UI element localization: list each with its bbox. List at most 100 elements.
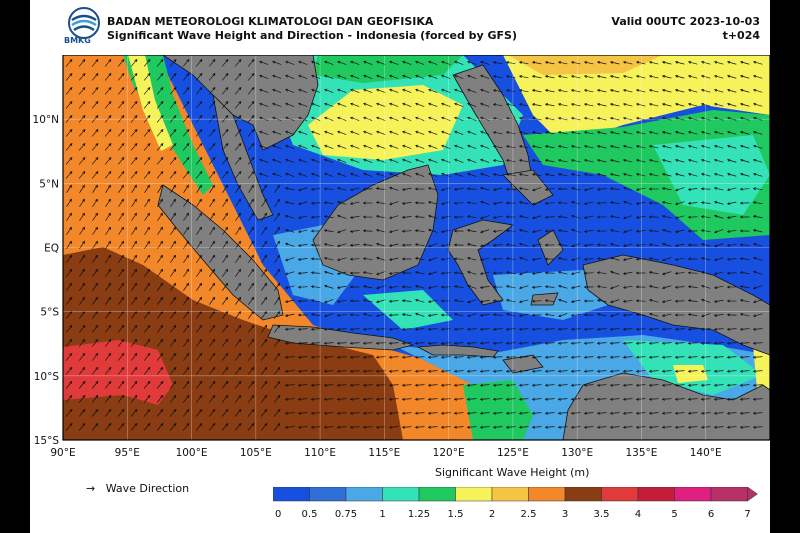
wave-arrow (544, 341, 555, 345)
wave-arrow (674, 425, 685, 429)
wave-arrow (78, 128, 86, 137)
wave-arrow (130, 352, 138, 361)
longitude-label: 130°E (561, 447, 593, 459)
wave-arrow (467, 88, 477, 93)
wave-arrow (609, 411, 620, 415)
wave-arrow (609, 242, 620, 247)
wave-arrow (297, 411, 308, 415)
wave-arrow (234, 128, 242, 137)
wave-arrow (544, 173, 555, 177)
wave-arrow (726, 369, 737, 373)
wave-arrow (336, 285, 347, 289)
wave-arrow (518, 411, 529, 415)
wave-arrow (156, 422, 164, 431)
wave-arrow (234, 142, 242, 151)
wave-arrow (336, 411, 347, 415)
wave-arrow (105, 240, 111, 249)
wave-arrow (274, 212, 280, 221)
wave-arrow (492, 173, 503, 177)
wave-arrow (557, 75, 568, 79)
wave-zone-green-scs (313, 55, 463, 83)
wave-arrow (274, 240, 280, 249)
wave-arrow (739, 60, 750, 65)
wave-arrow (388, 299, 399, 303)
wave-arrow (402, 88, 412, 93)
wave-arrow (505, 312, 516, 317)
wave-arrow (467, 144, 477, 149)
wave-arrow (713, 102, 724, 107)
wave-arrow (247, 100, 255, 109)
wave-arrow (752, 74, 763, 79)
colorbar: 0 0.5 0.75 1 1.25 1.5 2 2.5 3 3.5 4 5 6 7 (273, 487, 758, 520)
wave-arrow (91, 86, 99, 95)
wave-arrow (687, 299, 698, 303)
wave-arrow (157, 212, 163, 221)
wave-arrow (648, 243, 659, 247)
wave-arrow (479, 411, 490, 415)
wave-arrow (713, 397, 724, 401)
wave-arrow (428, 144, 438, 149)
wave-arrow (78, 366, 86, 375)
wave-arrow (713, 313, 724, 317)
wave-arrow (222, 324, 229, 333)
wave-arrow (492, 341, 503, 345)
wave-arrow (648, 187, 659, 191)
wave-arrow (105, 198, 111, 207)
wave-arrow (388, 257, 399, 261)
wave-arrow (221, 170, 229, 179)
wave-arrow (284, 397, 295, 401)
wave-arrow (583, 313, 594, 317)
wave-arrow (362, 285, 373, 289)
wave-arrow (635, 383, 646, 387)
wave-arrow (285, 130, 295, 135)
wave-arrow (144, 310, 151, 319)
wave-arrow (91, 128, 99, 137)
wave-arrow (466, 256, 477, 261)
product-title: Significant Wave Height and Direction - … (107, 29, 518, 42)
wave-arrow (648, 355, 659, 359)
wave-arrow (196, 184, 202, 193)
wave-arrow (713, 285, 724, 289)
valid-time: Valid 00UTC 2023-10-03 (611, 15, 760, 28)
wave-arrow (674, 215, 685, 220)
wave-arrow (375, 201, 386, 205)
wave-arrow (297, 243, 308, 247)
wave-arrow (583, 102, 594, 107)
wave-zone-yellow-scs (308, 85, 463, 160)
wave-arrow (273, 422, 281, 431)
wave-arrow (752, 102, 763, 107)
wave-arrow (209, 268, 216, 277)
wave-arrow (376, 285, 386, 290)
wave-arrow (182, 156, 190, 165)
wave-arrow (700, 130, 711, 135)
colorbar-extend-arrow (747, 487, 758, 502)
wave-arrow (234, 408, 242, 417)
wave-arrow (583, 172, 594, 177)
wave-arrow (183, 184, 189, 193)
wave-arrow (350, 130, 360, 135)
wave-arrow (492, 201, 503, 205)
wave-arrow (274, 324, 281, 333)
longitude-label: 100°E (176, 447, 208, 459)
wave-arrow (183, 310, 190, 319)
wave-arrow (428, 158, 438, 163)
wave-arrow (453, 411, 464, 415)
wave-arrow (105, 310, 112, 319)
wave-arrow (336, 327, 347, 331)
wave-arrow (261, 254, 268, 263)
wave-arrow (713, 271, 724, 276)
wave-arrow (78, 156, 86, 165)
wave-arrow (531, 327, 542, 331)
wave-arrow (518, 242, 529, 247)
wave-arrow (336, 257, 347, 262)
wave-arrow (363, 74, 373, 79)
wave-arrow (118, 268, 125, 277)
wave-arrow (739, 102, 750, 107)
wave-arrow (701, 313, 711, 318)
wave-arrow (222, 198, 228, 207)
wave-arrow (91, 156, 99, 165)
wave-arrow (505, 61, 516, 65)
wave-arrow (79, 198, 85, 207)
wave-zone-gold-pacific (508, 55, 663, 75)
wave-arrow (544, 313, 555, 317)
